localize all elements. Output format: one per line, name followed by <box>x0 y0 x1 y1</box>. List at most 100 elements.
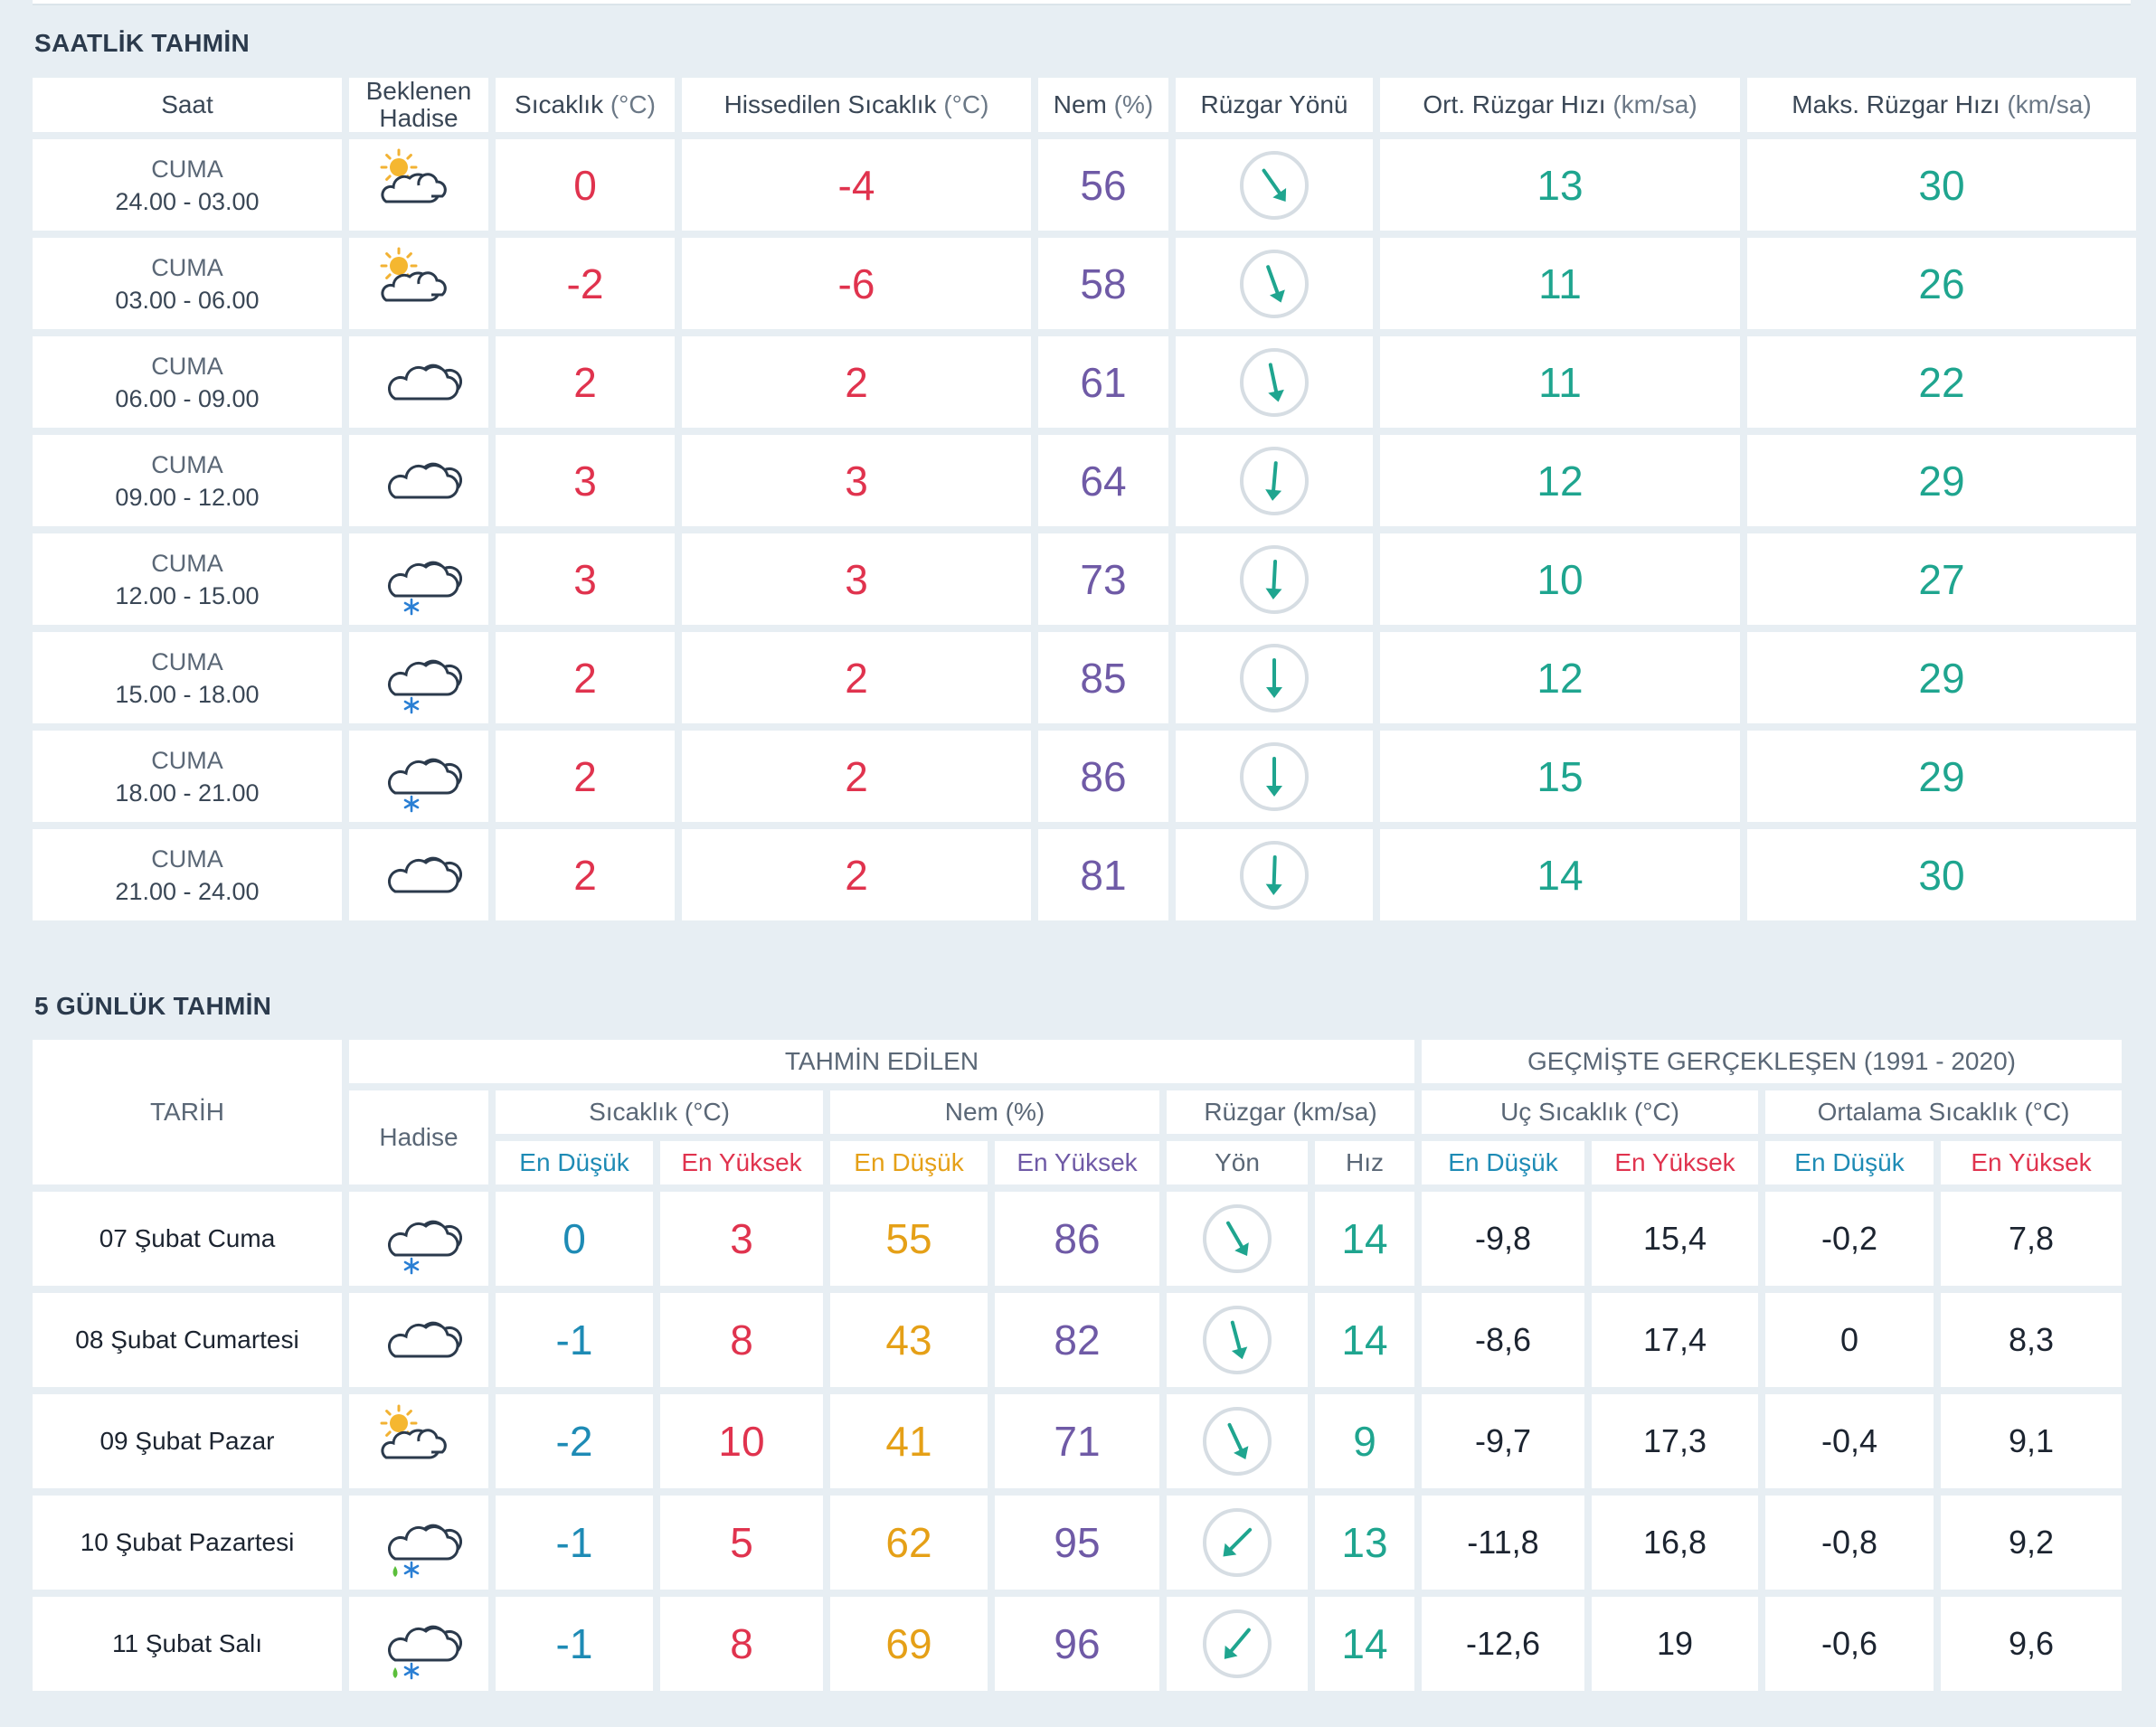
cloud-icon <box>375 856 462 893</box>
daily-column-header-row: En Düşük En Yüksek En Düşük En Yüksek Yö… <box>33 1141 2122 1184</box>
wind-arrow-icon <box>1240 840 1309 910</box>
header-humidity-unit: (%) <box>1113 90 1154 118</box>
temperature-value: 3 <box>496 435 675 526</box>
humidity-low-value: 62 <box>830 1496 988 1590</box>
avg-low-value: -0,4 <box>1765 1394 1934 1488</box>
feels-like-value: 2 <box>682 632 1031 723</box>
avg-high-value: 9,1 <box>1941 1394 2122 1488</box>
wind-speed-value: 14 <box>1315 1192 1414 1286</box>
day-label: CUMA <box>151 253 223 281</box>
header-avg-temp: Ortalama Sıcaklık (°C) <box>1765 1090 2122 1134</box>
temp-low-value: -1 <box>496 1496 653 1590</box>
feels-like-value: 3 <box>682 533 1031 625</box>
day-label: CUMA <box>151 155 223 183</box>
wind-speed-value: 13 <box>1315 1496 1414 1590</box>
humidity-high-value: 86 <box>995 1192 1159 1286</box>
humidity-value: 86 <box>1038 731 1168 822</box>
feels-like-value: 2 <box>682 731 1031 822</box>
wind-direction-cell <box>1167 1192 1308 1286</box>
hourly-row: CUMA 15.00 - 18.00 2 2 85 12 29 <box>33 632 2136 723</box>
wind-direction-cell <box>1167 1394 1308 1488</box>
wind-arrow-icon <box>1203 1407 1272 1476</box>
daily-row: 11 Şubat Salı -1 8 69 96 14 -12,6 19 -0,6 9,6 <box>33 1597 2122 1691</box>
date-label: 07 Şubat Cuma <box>33 1192 342 1286</box>
time-range-label: 18.00 - 21.00 <box>115 779 260 807</box>
time-range-cell: CUMA 09.00 - 12.00 <box>33 435 342 526</box>
day-label: CUMA <box>151 549 223 577</box>
header-event-line2: Hadise <box>379 104 459 132</box>
header-avg-high: En Yüksek <box>1941 1141 2122 1184</box>
extreme-low-value: -9,7 <box>1422 1394 1584 1488</box>
header-humidity-label: Nem <box>1053 90 1107 118</box>
weather-event-cell <box>349 336 488 428</box>
humidity-low-value: 41 <box>830 1394 988 1488</box>
wind-avg-value: 11 <box>1380 238 1740 329</box>
wind-max-value: 22 <box>1747 336 2136 428</box>
wind-direction-cell <box>1167 1496 1308 1590</box>
hourly-row: CUMA 06.00 - 09.00 2 2 61 11 22 <box>33 336 2136 428</box>
weather-event-cell <box>349 533 488 625</box>
weather-event-cell <box>349 632 488 723</box>
wind-arrow-icon <box>1203 1609 1272 1678</box>
humidity-value: 56 <box>1038 139 1168 231</box>
wind-speed-value: 14 <box>1315 1293 1414 1387</box>
daily-row: 07 Şubat Cuma 0 3 55 86 14 -9,8 15,4 -0,2 7,8 <box>33 1192 2122 1286</box>
wind-speed-value: 9 <box>1315 1394 1414 1488</box>
wind-max-value: 30 <box>1747 139 2136 231</box>
wind-avg-value: 14 <box>1380 829 1740 920</box>
date-label: 08 Şubat Cumartesi <box>33 1293 342 1387</box>
wind-arrow-icon <box>1240 347 1309 417</box>
extreme-low-value: -9,8 <box>1422 1192 1584 1286</box>
header-temp-unit: (°C) <box>610 90 656 118</box>
cloud-snow-icon <box>375 1220 462 1275</box>
wind-avg-value: 13 <box>1380 139 1740 231</box>
wind-arrow-icon <box>1240 643 1309 713</box>
header-extreme-temp: Uç Sıcaklık (°C) <box>1422 1090 1758 1134</box>
wind-avg-value: 11 <box>1380 336 1740 428</box>
wind-arrow-icon <box>1203 1204 1272 1273</box>
humidity-low-value: 43 <box>830 1293 988 1387</box>
time-range-cell: CUMA 15.00 - 18.00 <box>33 632 342 723</box>
cloud-rain-snow-icon <box>375 1625 462 1680</box>
date-label: 11 Şubat Salı <box>33 1597 342 1691</box>
feels-like-value: 3 <box>682 435 1031 526</box>
weather-event-cell <box>349 731 488 822</box>
avg-low-value: 0 <box>1765 1293 1934 1387</box>
humidity-value: 81 <box>1038 829 1168 920</box>
weather-event-cell <box>349 1192 488 1286</box>
daily-section-title: 5 GÜNLÜK TAHMİN <box>34 992 272 1020</box>
wind-direction-cell <box>1176 829 1373 920</box>
hourly-row: CUMA 18.00 - 21.00 2 2 86 15 29 <box>33 731 2136 822</box>
hourly-header-row: Saat Beklenen Hadise Sıcaklık (°C) Hisse… <box>33 78 2136 132</box>
weather-event-cell <box>349 238 488 329</box>
wind-direction-cell <box>1176 139 1373 231</box>
hourly-forecast-table: Saat Beklenen Hadise Sıcaklık (°C) Hisse… <box>25 71 2143 928</box>
time-range-label: 24.00 - 03.00 <box>115 187 260 215</box>
header-wind-dir: Yön <box>1167 1141 1308 1184</box>
header-wind-dir: Rüzgar Yönü <box>1176 78 1373 132</box>
time-range-cell: CUMA 06.00 - 09.00 <box>33 336 342 428</box>
header-event-line1: Beklenen <box>365 77 472 105</box>
temperature-value: -2 <box>496 238 675 329</box>
top-divider <box>33 0 2131 5</box>
time-range-label: 03.00 - 06.00 <box>115 286 260 314</box>
header-temp: Sıcaklık (°C) <box>496 1090 823 1134</box>
humidity-high-value: 71 <box>995 1394 1159 1488</box>
extreme-high-value: 17,4 <box>1592 1293 1758 1387</box>
header-humidity: Nem (%) <box>830 1090 1159 1134</box>
hourly-row: CUMA 12.00 - 15.00 3 3 73 10 27 <box>33 533 2136 625</box>
wind-avg-value: 12 <box>1380 435 1740 526</box>
date-label: 09 Şubat Pazar <box>33 1394 342 1488</box>
hourly-row: CUMA 24.00 - 03.00 0 -4 56 13 30 <box>33 139 2136 231</box>
header-temp-label: Sıcaklık <box>515 90 604 118</box>
feels-like-value: 2 <box>682 829 1031 920</box>
avg-low-value: -0,8 <box>1765 1496 1934 1590</box>
wind-direction-cell <box>1176 533 1373 625</box>
partly-sunny-icon <box>375 148 462 203</box>
header-wind-max-unit: (km/sa) <box>2007 90 2092 118</box>
temperature-value: 2 <box>496 632 675 723</box>
humidity-value: 58 <box>1038 238 1168 329</box>
weather-event-cell <box>349 1496 488 1590</box>
cloud-snow-icon <box>375 659 462 713</box>
wind-max-value: 29 <box>1747 731 2136 822</box>
